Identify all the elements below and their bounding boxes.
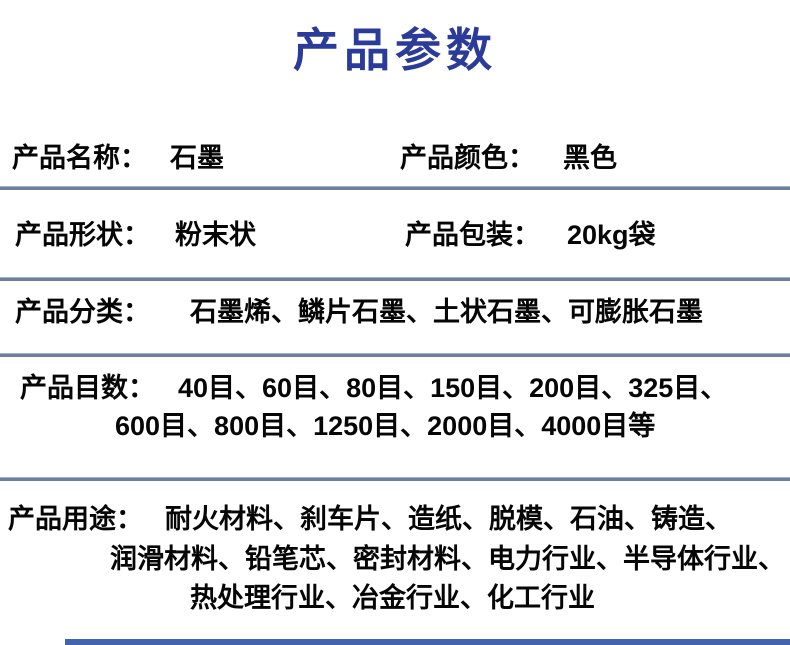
product-mesh-value-line1: 40目、60目、80目、150目、200目、325目、 [178, 373, 728, 403]
product-color-value: 黑色 [563, 143, 617, 173]
divider [0, 477, 790, 481]
divider [0, 353, 790, 357]
product-category-value: 石墨烯、鳞片石墨、土状石墨、可膨胀石墨 [190, 297, 703, 327]
product-color-label: 产品颜色： [400, 143, 535, 173]
product-category-label: 产品分类： [15, 297, 150, 327]
product-usage-value-line3: 热处理行业、冶金行业、化工行业 [190, 583, 595, 613]
page-title: 产品参数 [293, 24, 497, 76]
product-usage-label: 产品用途： [8, 504, 143, 534]
product-mesh-label: 产品目数： [20, 373, 155, 403]
product-packaging-value: 20kg袋 [567, 220, 656, 250]
product-name-value: 石墨 [170, 143, 224, 173]
divider [0, 277, 790, 281]
bottom-accent-bar [65, 639, 790, 645]
product-shape-label: 产品形状： [15, 220, 150, 250]
divider [0, 186, 790, 190]
product-usage-value-line2: 润滑材料、铅笔芯、密封材料、电力行业、半导体行业、 [110, 544, 785, 574]
product-name-label: 产品名称： [12, 143, 147, 173]
product-mesh-value-line2: 600目、800目、1250目、2000目、4000目等 [115, 411, 656, 441]
product-packaging-label: 产品包装： [405, 220, 540, 250]
product-shape-value: 粉末状 [175, 220, 256, 250]
product-usage-value-line1: 耐火材料、刹车片、造纸、脱模、石油、铸造、 [165, 504, 732, 534]
